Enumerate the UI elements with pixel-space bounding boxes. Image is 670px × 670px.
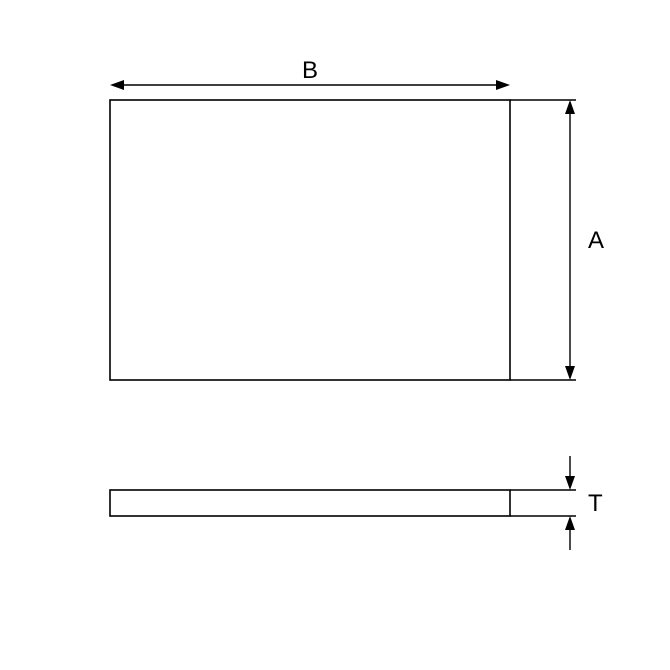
arrowhead-icon	[565, 476, 575, 490]
arrowhead-icon	[565, 366, 575, 380]
plate-edge-view	[110, 490, 510, 516]
dimension-label-t: T	[588, 490, 603, 517]
dimension-drawing: B A T	[0, 0, 670, 670]
arrowhead-icon	[565, 100, 575, 114]
dimension-label-b: B	[302, 57, 318, 84]
arrowhead-icon	[496, 80, 510, 90]
arrowhead-icon	[565, 516, 575, 530]
plate-front-view	[110, 100, 510, 380]
arrowhead-icon	[110, 80, 124, 90]
dimension-label-a: A	[588, 227, 604, 254]
